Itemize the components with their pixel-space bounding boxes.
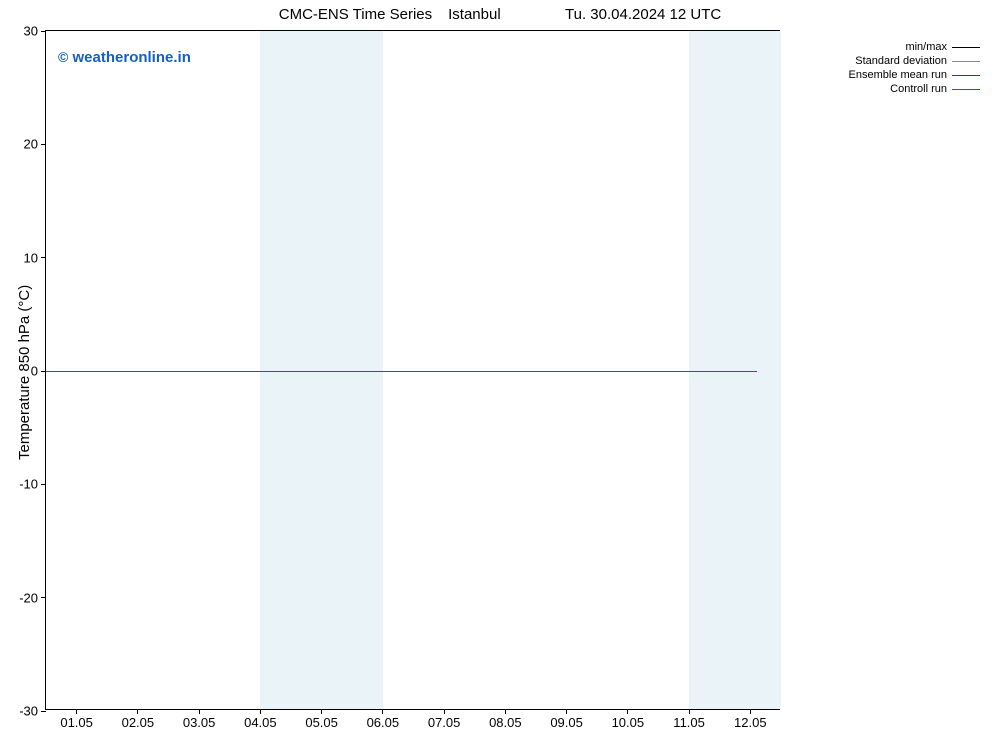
x-tick-label: 03.05 [183,715,216,730]
legend-item: Controll run [849,82,980,96]
x-tick-label: 08.05 [489,715,522,730]
legend-swatch [952,89,980,90]
title-datetime: Tu. 30.04.2024 12 UTC [565,6,721,23]
x-tick-label: 10.05 [612,715,645,730]
x-tick-label: 05.05 [305,715,338,730]
weekend-band [260,31,382,709]
y-tick-label: 10 [24,250,38,265]
legend: min/max Standard deviation Ensemble mean r… [849,40,980,96]
y-tick-label: 20 [24,137,38,152]
legend-label: Controll run [890,83,947,95]
watermark-text: weatheronline.in [73,49,191,66]
legend-swatch [952,61,980,62]
x-tick-label: 02.05 [122,715,155,730]
title-prefix: CMC-ENS Time Series [279,6,432,23]
legend-item: Ensemble mean run [849,68,980,82]
x-tick-label: 04.05 [244,715,277,730]
chart-container: CMC-ENS Time Series Istanbul Tu. 30.04.20… [0,0,1000,733]
legend-label: Ensemble mean run [849,69,947,81]
legend-item: Standard deviation [849,54,980,68]
legend-item: min/max [849,40,980,54]
y-tick-label: 30 [24,24,38,39]
control-run-line [46,371,757,372]
chart-title-row: CMC-ENS Time Series Istanbul Tu. 30.04.20… [0,6,1000,23]
y-tick-label: -20 [19,590,38,605]
x-tick-label: 12.05 [734,715,767,730]
y-axis-label: Temperature 850 hPa (°C) [16,285,33,460]
x-tick-label: 11.05 [673,715,705,730]
x-tick-label: 09.05 [550,715,583,730]
x-tick-label: 06.05 [367,715,400,730]
y-tick-label: -30 [19,704,38,719]
legend-swatch [952,75,980,76]
legend-swatch [952,47,980,48]
plot-area: © weatheronline.in -30-20-10010203001.05… [45,30,780,710]
weekend-band [689,31,781,709]
x-tick-label: 01.05 [60,715,93,730]
x-tick-label: 07.05 [428,715,461,730]
watermark: © weatheronline.in [58,49,191,66]
legend-label: Standard deviation [855,55,947,67]
legend-label: min/max [905,41,947,53]
y-tick-label: -10 [19,477,38,492]
copyright-icon: © [58,49,68,65]
title-location: Istanbul [448,6,501,23]
